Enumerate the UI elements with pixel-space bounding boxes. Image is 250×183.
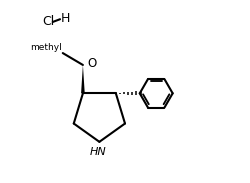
- Text: Cl: Cl: [43, 15, 55, 29]
- Text: methyl: methyl: [30, 43, 62, 52]
- Text: H: H: [61, 12, 70, 25]
- Text: HN: HN: [90, 147, 107, 157]
- Text: O: O: [88, 57, 97, 70]
- Polygon shape: [81, 65, 85, 93]
